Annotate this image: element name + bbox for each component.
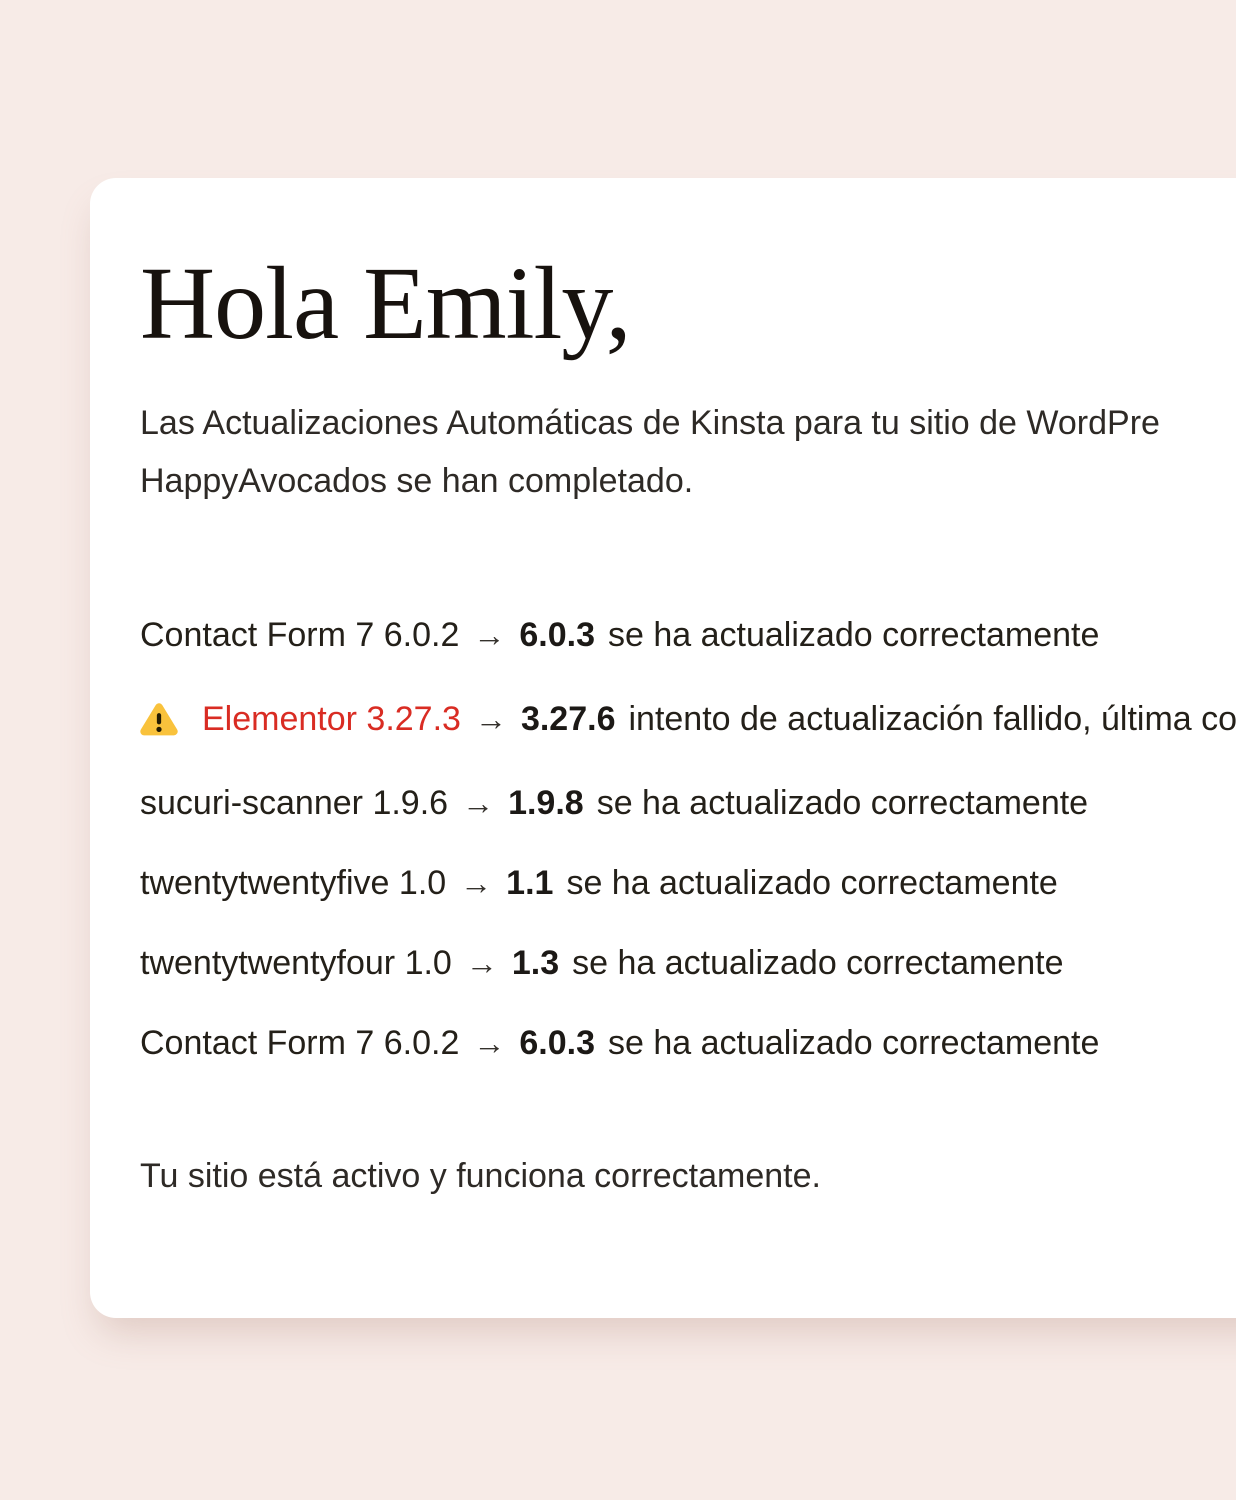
arrow-right-icon: → [465, 944, 498, 981]
update-row-elementor-failed: Elementor 3.27.3 → 3.27.6 intento de act… [140, 679, 1236, 759]
plugin-name-and-version: Elementor 3.27.3 [202, 700, 461, 739]
plugin-name-and-version: Contact Form 7 6.0.2 [140, 1024, 459, 1063]
warning-triangle-icon [140, 701, 178, 737]
plugin-new-version: 1.3 [511, 943, 560, 982]
plugin-old-version: 6.0.2 [383, 1023, 460, 1062]
plugin-old-version: 6.0.2 [383, 615, 460, 654]
updates-list: Contact Form 7 6.0.2 → 6.0.3 se ha actua… [140, 595, 1236, 1083]
arrow-right-icon: → [460, 864, 493, 901]
email-card: Hola Emily, Las Actualizaciones Automáti… [90, 178, 1236, 1318]
update-row-twentytwentyfour: twentytwentyfour 1.0 → 1.3 se ha actuali… [140, 923, 1236, 1003]
update-message: se ha actualizado correctamente [608, 1023, 1100, 1062]
plugin-old-version: 1.0 [404, 943, 452, 982]
update-message: se ha actualizado correctamente [596, 783, 1089, 822]
plugin-old-version: 1.9.6 [372, 783, 449, 822]
plugin-name: twentytwentyfive [140, 863, 390, 902]
arrow-right-icon: → [474, 700, 507, 737]
plugin-name: Contact Form 7 [140, 615, 375, 654]
plugin-name-and-version: twentytwentyfive 1.0 [140, 864, 446, 903]
plugin-new-version: 1.9.8 [508, 783, 584, 822]
update-message: intento de actualización fallido, última… [628, 699, 1236, 738]
plugin-name: Elementor [202, 699, 357, 738]
plugin-name: Contact Form 7 [140, 1023, 375, 1062]
plugin-new-version: 6.0.3 [519, 615, 596, 654]
plugin-old-version: 3.27.3 [366, 699, 461, 738]
plugin-name: sucuri-scanner [140, 783, 363, 822]
plugin-old-version: 1.0 [398, 863, 447, 902]
update-row-sucuri-scanner: sucuri-scanner 1.9.6 → 1.9.8 se ha actua… [140, 763, 1236, 843]
plugin-new-version: 1.1 [506, 863, 554, 902]
plugin-name-and-version: Contact Form 7 6.0.2 [140, 616, 459, 655]
update-row-twentytwentyfive: twentytwentyfive 1.0 → 1.1 se ha actuali… [140, 843, 1236, 923]
greeting-heading: Hola Emily, [140, 246, 632, 361]
update-message: se ha actualizado correctamente [566, 863, 1058, 902]
plugin-name-and-version: twentytwentyfour 1.0 [140, 944, 452, 983]
intro-line-2: HappyAvocados se han completado. [140, 462, 694, 500]
arrow-right-icon: → [473, 1024, 506, 1061]
intro-line-1: Las Actualizaciones Automáticas de Kinst… [140, 404, 1160, 442]
update-message: se ha actualizado correctamente [572, 943, 1064, 982]
plugin-name: twentytwentyfour [140, 943, 396, 982]
intro-paragraph: Las Actualizaciones Automáticas de Kinst… [140, 394, 1236, 510]
plugin-name-and-version: sucuri-scanner 1.9.6 [140, 784, 448, 823]
plugin-new-version: 6.0.3 [519, 1023, 596, 1062]
plugin-new-version: 3.27.6 [520, 699, 616, 738]
update-row-contact-form-7-1: Contact Form 7 6.0.2 → 6.0.3 se ha actua… [140, 595, 1236, 675]
update-row-contact-form-7-2: Contact Form 7 6.0.2 → 6.0.3 se ha actua… [140, 1003, 1236, 1083]
update-message: se ha actualizado correctamente [608, 615, 1100, 654]
closing-text: Tu sitio está activo y funciona correcta… [140, 1157, 821, 1195]
arrow-right-icon: → [462, 784, 495, 821]
arrow-right-icon: → [473, 616, 506, 653]
email-card-content: Hola Emily, Las Actualizaciones Automáti… [90, 178, 1236, 1196]
